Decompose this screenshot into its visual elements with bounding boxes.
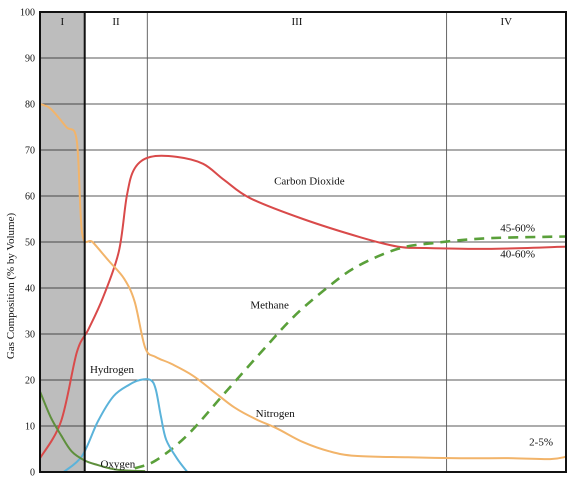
y-tick-label-70: 70 [25,146,35,157]
y-tick-label-0: 0 [30,468,35,479]
frame-layer [39,11,567,473]
y-tick-label-20: 20 [25,376,35,387]
annotation-labels: Carbon Dioxide Methane Nitrogen Hydrogen Oxy… [90,176,553,471]
series-line-carbon-dioxide [39,154,567,459]
phase-label-4: IV [500,16,512,28]
y-tick-label-40: 40 [25,284,35,295]
series-line-hydrogen [63,378,189,473]
series-line-methane [134,235,567,470]
annotation-oxygen: Oxygen [100,458,135,470]
y-tick-label-60: 60 [25,192,35,203]
phase-labels: I II III IV [61,16,513,28]
y-axis-title: Gas Composition (% by Volume) [5,213,17,360]
annotation-carbon-dioxide: Carbon Dioxide [274,176,345,188]
series-layer [39,103,567,473]
series-line-nitrogen [39,103,567,461]
y-tick-label-80: 80 [25,100,35,111]
phase-label-2: II [112,16,120,28]
annotation-hydrogen: Hydrogen [90,364,134,376]
phase-1-border [39,11,86,473]
annotation-40-60: 40-60% [500,249,535,261]
phase-label-1: I [61,16,65,28]
annotation-45-60: 45-60% [500,222,535,234]
phase-label-3: III [291,16,302,28]
y-tick-label-100: 100 [20,8,35,19]
annotation-2-5: 2-5% [529,436,553,448]
y-tick-label-10: 10 [25,422,35,433]
annotation-methane: Methane [250,300,289,312]
y-tick-labels: 0 10 20 30 40 50 60 70 80 90 100 [20,8,35,479]
y-tick-label-90: 90 [25,54,35,65]
y-tick-label-50: 50 [25,238,35,249]
y-tick-label-30: 30 [25,330,35,341]
annotation-nitrogen: Nitrogen [256,408,296,420]
